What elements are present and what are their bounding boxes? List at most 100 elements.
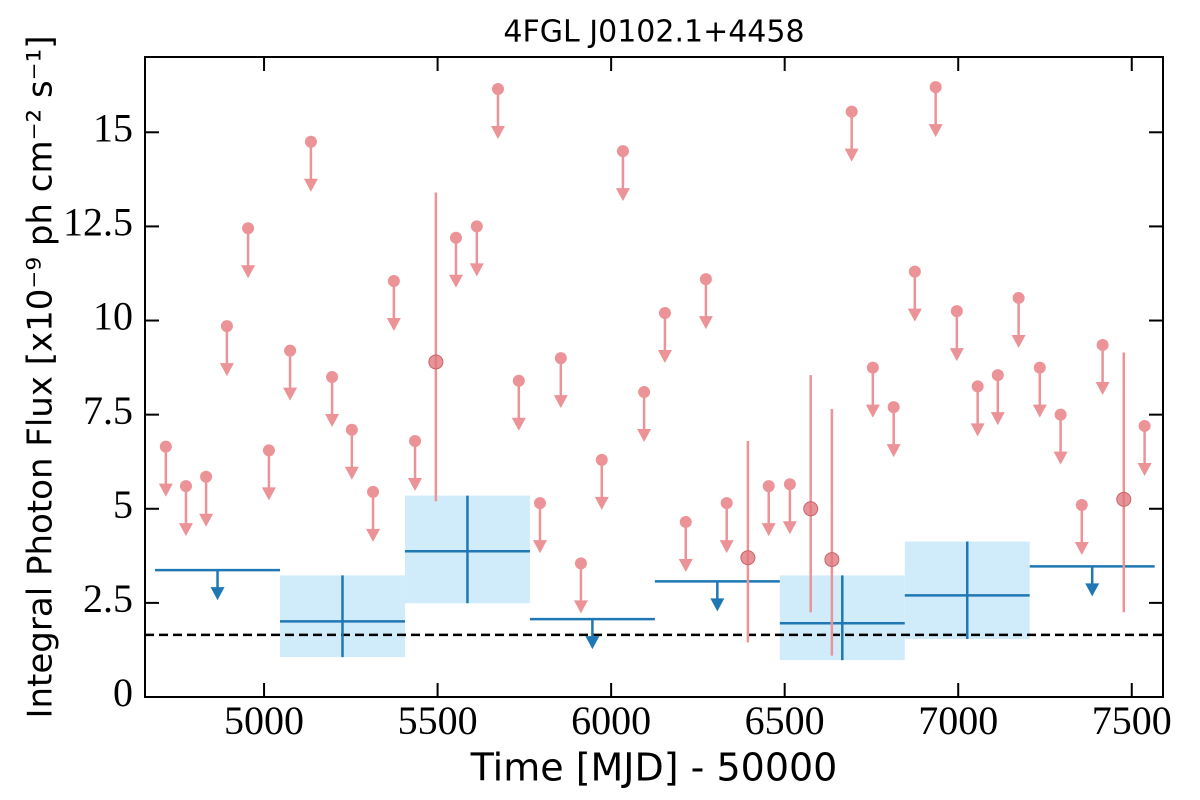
upper-limit-point (595, 453, 608, 466)
upper-limit-point (866, 361, 879, 374)
upper-limit-point (762, 480, 775, 493)
detection-point (803, 501, 819, 517)
y-axis-label: Integral Photon Flux [x10⁻⁹ ph cm⁻² s⁻¹] (21, 35, 61, 718)
upper-limit-point (887, 401, 900, 414)
upper-limit-arrow (719, 540, 734, 554)
upper-limit-arrow (199, 513, 214, 527)
upper-limit-point (554, 352, 567, 365)
upper-limit-point (950, 305, 963, 318)
chart-title: 4FGL J0102.1+4458 (503, 15, 804, 50)
detection-point (740, 550, 756, 566)
upper-limit-point (284, 344, 297, 357)
upper-limit-point (200, 470, 213, 483)
x-tick-label: 6500 (745, 698, 825, 743)
upper-limit-arrow (970, 423, 985, 437)
upper-limit-point (1033, 361, 1046, 374)
upper-limit-arrow (553, 395, 568, 409)
upper-limit-point (345, 423, 358, 436)
upper-limit-point (470, 220, 483, 233)
detection-point (1116, 491, 1132, 507)
upper-limit-arrow (615, 188, 630, 202)
upper-limit-arrow (637, 429, 652, 443)
upper-limit-arrow (158, 483, 173, 497)
upper-limit-arrow (490, 126, 505, 139)
upper-limit-point (179, 480, 192, 493)
upper-limit-point (409, 435, 422, 447)
upper-limit-point (367, 485, 380, 498)
upper-limit-point (991, 369, 1004, 382)
y-tick-label: 2.5 (83, 576, 133, 621)
upper-limit-point (699, 273, 712, 286)
upper-limit-arrow (344, 466, 359, 480)
upper-limit-arrow (1032, 404, 1047, 418)
upper-limit-arrow (678, 558, 693, 572)
upper-limit-arrow (283, 387, 298, 401)
upper-limit-point (326, 371, 339, 383)
upper-limit-point (616, 145, 629, 158)
upper-limit-arrow (210, 587, 225, 601)
upper-limit-arrow (366, 528, 381, 542)
upper-limit-arrow (907, 308, 922, 322)
upper-limit-point (971, 380, 984, 393)
upper-limit-point (262, 444, 275, 457)
upper-limit-arrow (1011, 334, 1026, 348)
upper-limit-point (1138, 419, 1151, 432)
y-tick-label: 0 (113, 670, 133, 715)
upper-limit-point (220, 320, 233, 333)
upper-limit-point (783, 478, 796, 491)
y-tick-label: 7.5 (83, 388, 133, 433)
upper-limit-point (720, 497, 733, 510)
detection-point (824, 552, 840, 568)
upper-limit-arrow (261, 487, 276, 501)
upper-limit-arrow (594, 496, 609, 510)
x-tick-label: 7000 (918, 698, 998, 743)
upper-limit-point (638, 386, 651, 399)
upper-limit-arrow (448, 274, 463, 288)
upper-limit-arrow (386, 318, 401, 331)
upper-limit-arrow (219, 363, 234, 377)
upper-limit-arrow (303, 178, 318, 192)
upper-limit-point (387, 275, 400, 287)
upper-limit-arrow (241, 265, 256, 279)
upper-limit-arrow (1137, 462, 1152, 476)
x-tick-label: 6000 (571, 698, 651, 743)
upper-limit-point (159, 440, 172, 453)
upper-limit-point (679, 515, 692, 528)
upper-limit-arrow (469, 263, 484, 277)
upper-limit-arrow (325, 414, 340, 427)
upper-limit-arrow (1074, 542, 1089, 555)
detection-point (428, 354, 444, 370)
upper-limit-arrow (928, 124, 943, 138)
upper-limit-arrow (844, 148, 859, 162)
upper-limit-arrow (698, 316, 713, 330)
y-tick-label: 15 (93, 105, 133, 150)
upper-limit-arrow (585, 636, 600, 650)
upper-limit-point (1012, 291, 1025, 304)
upper-limit-point (658, 307, 671, 319)
y-tick-label: 10 (93, 294, 133, 339)
upper-limit-arrow (408, 478, 423, 491)
y-tick-label: 12.5 (63, 200, 133, 245)
upper-limit-point (512, 374, 525, 387)
upper-limit-arrow (1053, 451, 1068, 465)
x-axis-label: Time [MJD] - 50000 (470, 746, 838, 790)
upper-limit-arrow (573, 600, 588, 614)
upper-limit-arrow (949, 348, 964, 362)
x-tick-label: 5500 (398, 698, 478, 743)
upper-limit-point (845, 105, 858, 118)
upper-limit-arrow (782, 521, 797, 535)
upper-limit-arrow (178, 523, 193, 537)
upper-limit-arrow (761, 523, 776, 537)
upper-limit-point (574, 557, 587, 570)
upper-limit-arrow (990, 412, 1005, 426)
upper-limit-point (1075, 499, 1088, 511)
upper-limit-arrow (865, 404, 880, 418)
upper-limit-arrow (657, 350, 672, 363)
upper-limit-arrow (1095, 382, 1110, 395)
upper-limit-point (908, 265, 921, 278)
upper-limit-arrow (511, 417, 526, 431)
x-tick-label: 7500 (1092, 698, 1172, 743)
upper-limit-point (491, 83, 504, 95)
upper-limit-arrow (886, 444, 901, 458)
